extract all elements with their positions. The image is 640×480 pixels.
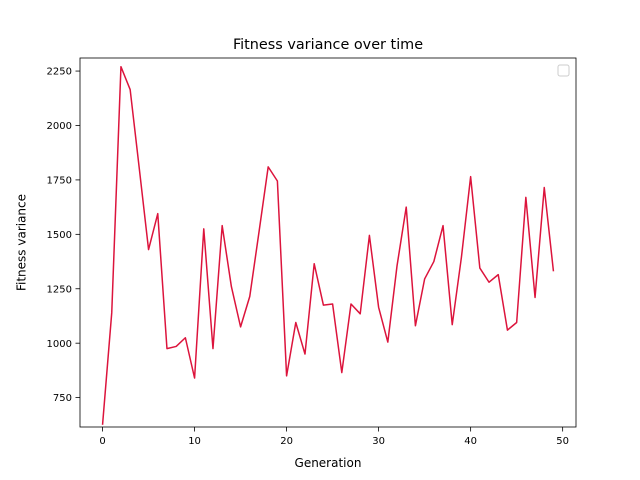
series-line xyxy=(101,65,555,425)
x-tick-label: 30 xyxy=(372,436,385,447)
plot-area xyxy=(80,58,576,427)
x-tick-label: 50 xyxy=(556,436,569,447)
ticks-group: 0 10 20 30 40 50 750 1000 1250 1500 1750 2000 2250 xyxy=(47,67,569,447)
y-tick-label: 2250 xyxy=(47,67,72,78)
x-axis-label: Generation xyxy=(295,456,362,470)
x-tick-label: 20 xyxy=(280,436,293,447)
x-tick-label: 40 xyxy=(464,436,477,447)
y-tick-label: 1000 xyxy=(47,339,72,350)
y-tick-label: 1750 xyxy=(47,176,72,187)
series-group xyxy=(101,65,555,425)
chart-title: Fitness variance over time xyxy=(233,37,423,53)
y-tick-label: 2000 xyxy=(47,121,72,132)
y-axis-label: Fitness variance xyxy=(15,194,29,291)
y-tick-label: 750 xyxy=(53,393,72,404)
plot-frame xyxy=(79,57,577,428)
y-tick-label: 1500 xyxy=(47,230,72,241)
x-tick-label: 10 xyxy=(188,436,201,447)
y-tick-label: 1250 xyxy=(47,284,72,295)
legend-box xyxy=(557,64,570,77)
x-tick-label: 0 xyxy=(99,436,105,447)
